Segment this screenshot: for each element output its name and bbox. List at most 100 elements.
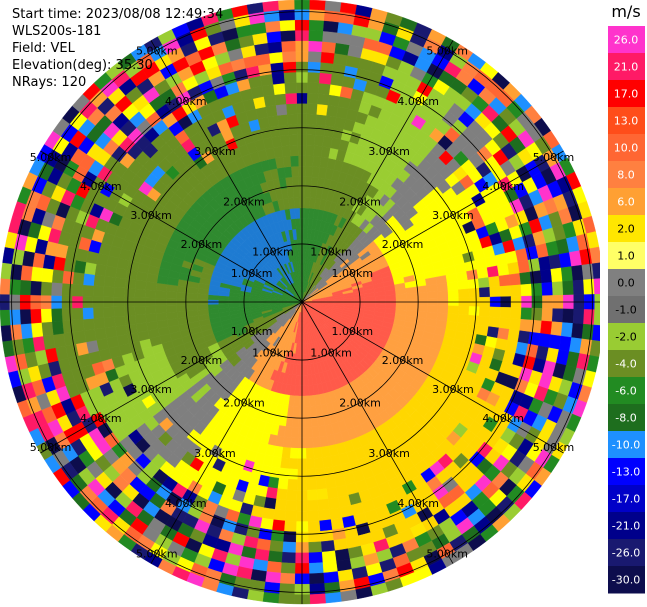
velocity-gate bbox=[583, 309, 595, 326]
velocity-gate bbox=[324, 476, 337, 489]
velocity-gate bbox=[259, 73, 274, 87]
colorbar-tick-label: 6.0 bbox=[617, 196, 635, 209]
velocity-gate bbox=[186, 304, 198, 312]
velocity-gate bbox=[364, 296, 376, 301]
velocity-gate bbox=[61, 307, 73, 322]
colorbar-tick-label: -21.0 bbox=[612, 520, 640, 533]
velocity-sectors bbox=[0, 0, 600, 605]
velocity-gate bbox=[273, 509, 286, 522]
velocity-gate bbox=[207, 303, 219, 310]
velocity-gate bbox=[0, 262, 13, 280]
velocity-gate bbox=[478, 287, 491, 298]
azimuth-spoke bbox=[301, 301, 454, 564]
colorbar-tick-label: 2.0 bbox=[617, 223, 635, 236]
velocity-gate bbox=[306, 489, 318, 501]
range-ring-label: 5.00km bbox=[30, 151, 72, 164]
velocity-gate bbox=[278, 9, 295, 21]
velocity-gate bbox=[265, 104, 278, 118]
range-ring-label: 5.00km bbox=[426, 45, 468, 58]
velocity-gate bbox=[455, 271, 469, 282]
velocity-gate bbox=[303, 353, 308, 365]
velocity-gate bbox=[572, 279, 585, 296]
velocity-gate bbox=[571, 323, 584, 340]
velocity-gate bbox=[527, 331, 541, 347]
velocity-gate bbox=[287, 124, 298, 136]
velocity-gate bbox=[282, 155, 292, 168]
velocity-gate bbox=[458, 288, 470, 299]
velocity-gate bbox=[319, 519, 333, 532]
velocity-gate bbox=[426, 284, 438, 293]
colorbar-swatch bbox=[608, 161, 645, 189]
range-ring-label: 3.00km bbox=[432, 209, 474, 222]
range-ring-label: 4.00km bbox=[165, 497, 207, 510]
range-ring-labels: 1.00km 1.00km 1.00km 1.00km 1.00km 1.00km 1.00… bbox=[30, 45, 575, 561]
velocity-gate bbox=[0, 278, 11, 295]
colorbar-swatch bbox=[608, 512, 645, 540]
velocity-gate bbox=[323, 466, 335, 479]
velocity-gate bbox=[124, 278, 137, 290]
velocity-gate bbox=[286, 489, 298, 501]
start-time-text: Start time: 2023/08/08 12:49:34 bbox=[12, 7, 224, 22]
velocity-gate bbox=[498, 274, 511, 287]
velocity-gate bbox=[315, 477, 327, 490]
velocity-gate bbox=[497, 327, 510, 341]
velocity-gate bbox=[289, 447, 299, 459]
velocity-gate bbox=[30, 308, 42, 324]
colorbar-tick-label: 8.0 bbox=[617, 169, 635, 182]
velocity-gate bbox=[488, 275, 501, 288]
velocity-gate bbox=[94, 327, 107, 341]
colorbar-tick-label: 26.0 bbox=[614, 34, 639, 47]
velocity-gate bbox=[305, 134, 316, 146]
velocity-gate bbox=[134, 305, 146, 316]
velocity-gate bbox=[82, 273, 95, 286]
velocity-gate bbox=[187, 309, 199, 318]
velocity-gate bbox=[115, 324, 128, 337]
velocity-gate bbox=[581, 323, 595, 341]
velocity-gate bbox=[114, 277, 127, 289]
velocity-gate bbox=[124, 306, 136, 317]
velocity-gate bbox=[385, 294, 397, 301]
velocity-gate bbox=[406, 292, 418, 300]
azimuth-spokes bbox=[0, 0, 600, 604]
velocity-gate bbox=[322, 560, 338, 574]
velocity-gate bbox=[51, 320, 64, 335]
velocity-gate bbox=[155, 312, 168, 322]
velocity-gate bbox=[436, 282, 449, 292]
velocity-gate bbox=[186, 292, 198, 300]
velocity-gate bbox=[305, 447, 315, 459]
velocity-gate bbox=[318, 509, 331, 522]
velocity-gate bbox=[262, 591, 280, 604]
velocity-gate bbox=[263, 9, 281, 23]
velocity-gate bbox=[291, 165, 299, 178]
colorbar-swatch bbox=[608, 80, 645, 108]
field-text: Field: VEL bbox=[12, 41, 75, 56]
velocity-gate bbox=[9, 309, 21, 326]
velocity-gate bbox=[303, 385, 310, 397]
velocity-gate bbox=[541, 308, 554, 322]
azimuth-spoke bbox=[150, 301, 303, 564]
velocity-gate bbox=[73, 259, 87, 274]
velocity-gate bbox=[314, 467, 326, 480]
velocity-gate bbox=[478, 306, 491, 317]
velocity-gate bbox=[285, 499, 298, 512]
range-ring-label: 1.00km bbox=[310, 346, 352, 359]
velocity-gate bbox=[426, 291, 439, 299]
velocity-gate bbox=[529, 319, 542, 334]
velocity-gate bbox=[270, 62, 285, 75]
velocity-gate bbox=[529, 270, 542, 285]
velocity-gate bbox=[317, 93, 330, 106]
velocity-gate bbox=[261, 507, 275, 520]
velocity-gate bbox=[264, 20, 281, 33]
range-ring-label: 5.00km bbox=[533, 151, 575, 164]
velocity-gate bbox=[540, 269, 553, 284]
velocity-gate bbox=[457, 314, 469, 325]
colorbar-swatch bbox=[608, 377, 645, 405]
velocity-gate bbox=[306, 103, 318, 115]
velocity-gate bbox=[303, 364, 308, 376]
velocity-gate bbox=[550, 267, 563, 283]
velocity-gate bbox=[446, 281, 459, 291]
velocity-gate bbox=[406, 304, 418, 312]
range-ring-label: 2.00km bbox=[339, 397, 381, 410]
velocity-gate bbox=[317, 498, 330, 511]
velocity-gate bbox=[531, 282, 543, 297]
